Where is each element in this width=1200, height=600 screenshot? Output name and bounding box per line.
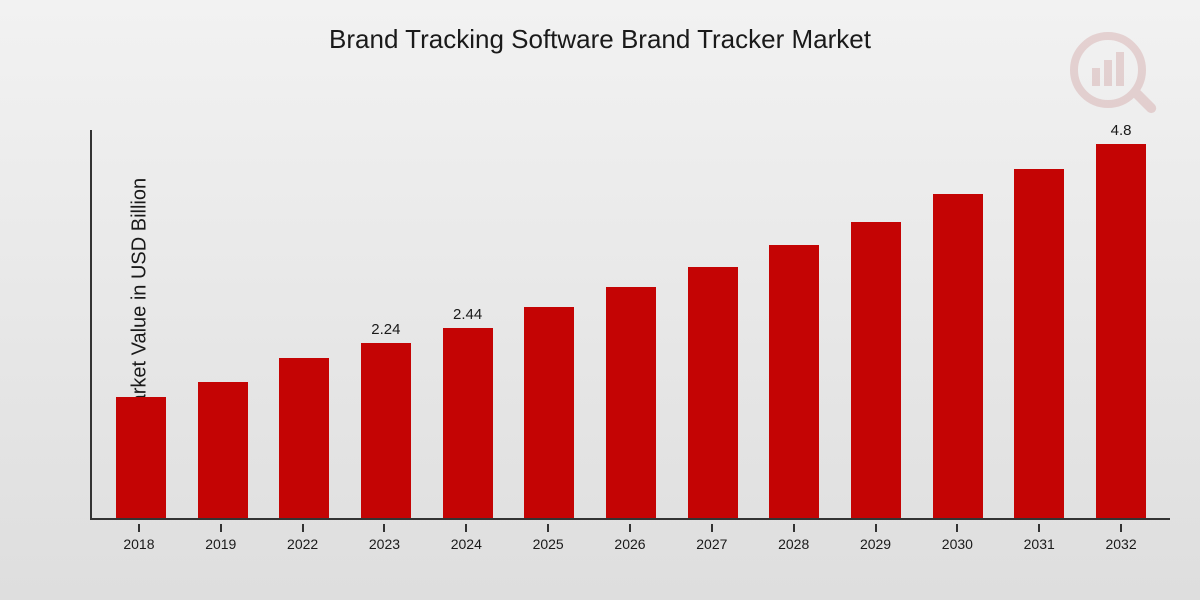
tick-mark [220, 524, 222, 532]
bar-wrap [1004, 169, 1074, 518]
tick-mark [138, 524, 140, 532]
bar-value-label: 2.44 [433, 306, 503, 323]
bar-wrap [678, 267, 748, 518]
tick-mark [383, 524, 385, 532]
bar-wrap: 2.24 [351, 343, 421, 518]
bar-value-label: 4.8 [1086, 122, 1156, 139]
bar [606, 287, 656, 518]
x-tick-label: 2030 [942, 536, 973, 552]
bar [524, 307, 574, 518]
x-tick-label: 2029 [860, 536, 891, 552]
chart-title: Brand Tracking Software Brand Tracker Ma… [0, 24, 1200, 55]
x-tick: 2031 [1004, 524, 1074, 552]
bar [198, 382, 248, 519]
bar-wrap [514, 307, 584, 518]
bar [279, 358, 329, 518]
bar [688, 267, 738, 518]
bar-wrap [759, 245, 829, 518]
x-tick-label: 2026 [614, 536, 645, 552]
x-tick-label: 2031 [1024, 536, 1055, 552]
x-tick: 2018 [104, 524, 174, 552]
bar [933, 194, 983, 518]
tick-mark [1120, 524, 1122, 532]
bar [116, 397, 166, 518]
tick-mark [875, 524, 877, 532]
tick-mark [711, 524, 713, 532]
x-tick: 2028 [759, 524, 829, 552]
bar [361, 343, 411, 518]
tick-mark [547, 524, 549, 532]
bar [1014, 169, 1064, 518]
x-tick: 2032 [1086, 524, 1156, 552]
bar-wrap [269, 358, 339, 518]
tick-mark [793, 524, 795, 532]
bar-wrap: 4.8 [1086, 144, 1156, 518]
watermark-logo-icon [1066, 28, 1166, 133]
tick-mark [302, 524, 304, 532]
bar [851, 222, 901, 518]
bar-value-label: 2.24 [351, 321, 421, 338]
x-tick: 2026 [595, 524, 665, 552]
x-tick: 2029 [841, 524, 911, 552]
x-tick: 2027 [677, 524, 747, 552]
tick-mark [629, 524, 631, 532]
x-tick: 2030 [922, 524, 992, 552]
bar [443, 328, 493, 518]
bar-wrap [106, 397, 176, 518]
x-axis-ticks: 2018 2019 2022 2023 2024 2025 2026 2027 2028 2029… [90, 524, 1170, 552]
bar [769, 245, 819, 518]
x-tick: 2023 [349, 524, 419, 552]
bar-wrap: 2.44 [433, 328, 503, 518]
x-tick-label: 2018 [123, 536, 154, 552]
x-tick-label: 2022 [287, 536, 318, 552]
x-tick-label: 2024 [451, 536, 482, 552]
bar-wrap [596, 287, 666, 518]
x-tick-label: 2019 [205, 536, 236, 552]
bar [1096, 144, 1146, 518]
x-tick: 2024 [431, 524, 501, 552]
x-tick-label: 2025 [533, 536, 564, 552]
x-tick-label: 2023 [369, 536, 400, 552]
x-tick-label: 2027 [696, 536, 727, 552]
bar-wrap [188, 382, 258, 519]
tick-mark [1038, 524, 1040, 532]
tick-mark [956, 524, 958, 532]
bar-wrap [841, 222, 911, 518]
bars-container: 2.242.444.8 [92, 130, 1170, 518]
x-tick: 2025 [513, 524, 583, 552]
x-tick: 2019 [186, 524, 256, 552]
chart-plot-area: 2.242.444.8 [90, 130, 1170, 520]
x-tick-label: 2028 [778, 536, 809, 552]
x-tick: 2022 [268, 524, 338, 552]
tick-mark [465, 524, 467, 532]
bar-wrap [923, 194, 993, 518]
x-tick-label: 2032 [1105, 536, 1136, 552]
